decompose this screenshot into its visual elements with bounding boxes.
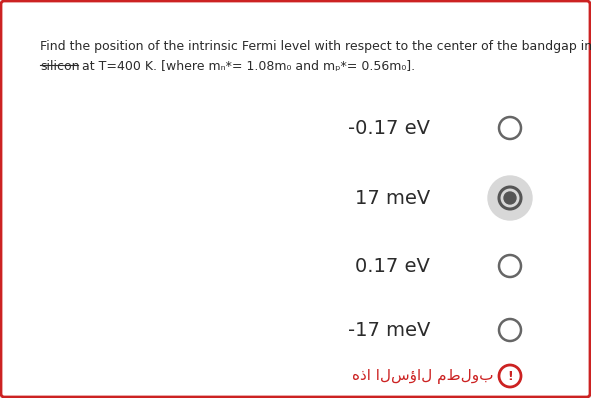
Text: !: ! (507, 369, 513, 382)
Text: 0.17 eV: 0.17 eV (355, 256, 430, 275)
Text: -0.17 eV: -0.17 eV (348, 119, 430, 137)
Text: silicon: silicon (40, 60, 80, 73)
Text: at T=400 K. [where mₙ*= 1.08m₀ and mₚ*= 0.56m₀].: at T=400 K. [where mₙ*= 1.08m₀ and mₚ*= … (78, 60, 415, 73)
Text: 17 meV: 17 meV (355, 189, 430, 207)
Circle shape (504, 192, 516, 204)
Text: هذا السؤال مطلوب: هذا السؤال مطلوب (352, 369, 493, 384)
Circle shape (488, 176, 532, 220)
Text: -17 meV: -17 meV (348, 320, 430, 339)
Text: Find the position of the intrinsic Fermi level with respect to the center of the: Find the position of the intrinsic Fermi… (40, 40, 591, 53)
